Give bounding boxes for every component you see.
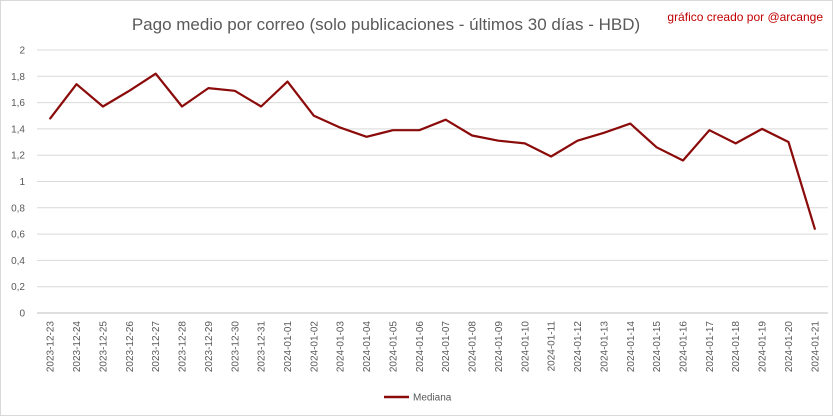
x-tick-label: 2024-01-11 (547, 321, 558, 372)
y-tick-label: 1,4 (11, 124, 25, 135)
x-tick-label: 2023-12-23 (46, 321, 57, 373)
x-tick-label: 2023-12-26 (125, 321, 136, 373)
x-tick-label: 2024-01-04 (362, 321, 373, 373)
x-tick-label: 2024-01-16 (678, 321, 689, 373)
legend-label-mediana: Mediana (413, 393, 452, 404)
x-tick-label: 2024-01-18 (731, 321, 742, 373)
y-tick-label: 1,8 (11, 72, 25, 83)
x-tick-label: 2024-01-05 (388, 321, 399, 373)
x-tick-label: 2024-01-13 (599, 321, 610, 373)
y-tick-label: 1 (19, 177, 25, 188)
x-tick-label: 2024-01-03 (336, 321, 347, 373)
x-tick-label: 2024-01-08 (468, 321, 479, 373)
x-tick-label: 2024-01-15 (652, 321, 663, 373)
x-tick-label: 2024-01-19 (758, 321, 769, 373)
series-layer (49, 72, 816, 230)
x-tick-label: 2023-12-29 (204, 321, 215, 373)
series-line-mediana (49, 72, 816, 230)
y-tick-label: 0,6 (11, 230, 25, 241)
x-tick-label: 2024-01-20 (784, 321, 795, 373)
y-tick-label: 1,2 (11, 151, 25, 162)
x-tick-label: 2023-12-27 (151, 321, 162, 373)
y-tick-label: 0,2 (11, 282, 25, 293)
chart-credit: gráfico creado por @arcange (667, 10, 823, 24)
y-tick-label: 0,4 (11, 256, 25, 267)
x-tick-label: 2024-01-09 (494, 321, 505, 373)
y-tick-label: 0,8 (11, 203, 25, 214)
x-tick-label: 2024-01-10 (520, 321, 531, 373)
x-tick-label: 2023-12-25 (98, 321, 109, 373)
x-tick-label: 2023-12-24 (72, 321, 83, 373)
x-tick-label: 2024-01-07 (441, 321, 452, 373)
x-tick-label: 2024-01-02 (309, 321, 320, 373)
x-axis-ticks: 2023-12-23 2023-12-24 2023-12-25 2023-12-26… (46, 321, 822, 373)
y-tick-label: 0 (19, 309, 25, 320)
chart-title: Pago medio por correo (solo publicacione… (132, 15, 640, 34)
x-tick-label: 2024-01-06 (415, 321, 426, 373)
x-tick-label: 2023-12-31 (257, 321, 268, 373)
y-tick-label: 1,6 (11, 98, 25, 109)
x-tick-label: 2024-01-14 (626, 321, 637, 373)
x-tick-label: 2023-12-30 (230, 321, 241, 373)
x-tick-label: 2023-12-28 (178, 321, 189, 373)
y-axis-ticks: 0 0,2 0,4 0,6 0,8 1 1,2 1,4 1,6 1,8 2 (11, 46, 25, 320)
x-tick-label: 2024-01-12 (573, 321, 584, 373)
x-tick-label: 2024-01-17 (705, 321, 716, 373)
y-tick-label: 2 (19, 46, 25, 57)
gridlines (37, 49, 828, 314)
x-tick-label: 2024-01-21 (810, 321, 821, 373)
x-tick-label: 2024-01-01 (283, 321, 294, 373)
legend: Mediana (384, 393, 452, 404)
